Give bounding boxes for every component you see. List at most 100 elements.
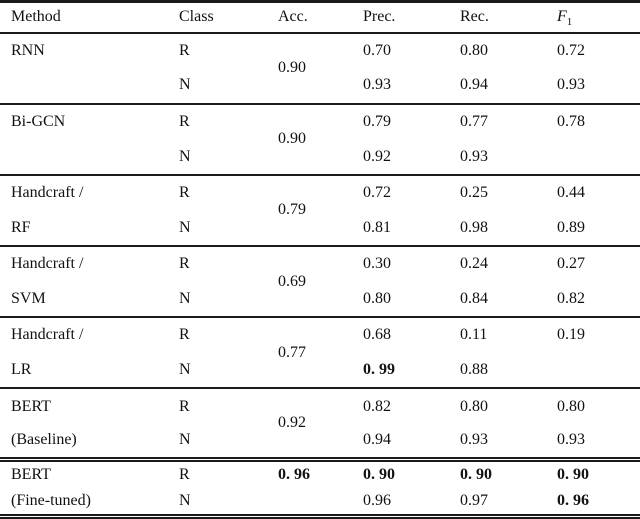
col-header-method: Method bbox=[0, 1, 168, 34]
cell-f1 bbox=[546, 353, 640, 389]
cell-class: N bbox=[179, 492, 191, 509]
cell-class: N bbox=[179, 289, 191, 307]
cell-prec: 0. 99 bbox=[363, 361, 395, 379]
cell-prec: 0.96 bbox=[363, 492, 391, 509]
col-header-class: Class bbox=[168, 1, 267, 34]
cell-class: R bbox=[168, 387, 267, 424]
cell-class: N bbox=[179, 76, 191, 94]
cell-class: N bbox=[179, 431, 191, 449]
cell-f1: 0.93 bbox=[557, 431, 585, 449]
cell-rec: 0.94 bbox=[460, 76, 488, 94]
method-block-rnn: RNN R 0.90 0.70 0.80 0.72 N 0.93 0.94 0.… bbox=[0, 33, 640, 104]
method-block-bert-finetuned: BERT R 0. 96 0. 90 0. 90 0. 90 (Fine-tun… bbox=[0, 456, 640, 517]
cell-acc: 0.69 bbox=[267, 245, 352, 318]
cell-acc: 0.90 bbox=[278, 59, 306, 77]
cell-f1: 0.89 bbox=[557, 218, 585, 236]
cell-prec: 0.70 bbox=[363, 41, 391, 59]
cell-f1 bbox=[546, 139, 640, 175]
cell-prec: 0.80 bbox=[363, 289, 391, 307]
cell-method: BERT bbox=[0, 387, 168, 424]
cell-f1: 0. 96 bbox=[557, 492, 589, 509]
cell-method: Handcraft / bbox=[0, 245, 168, 282]
cell-rec: 0.80 bbox=[460, 41, 488, 59]
cell-f1: 0.27 bbox=[546, 245, 640, 282]
cell-class: N bbox=[179, 361, 191, 379]
table-row: (Baseline) N 0.94 0.93 0.93 bbox=[0, 424, 640, 460]
table-row: BERT R 0. 96 0. 90 0. 90 0. 90 bbox=[0, 456, 640, 489]
cell-class: R bbox=[168, 456, 267, 489]
table-row: RF N 0.81 0.98 0.89 bbox=[0, 210, 640, 246]
cell-rec: 0.77 bbox=[449, 102, 546, 140]
cell-prec: 0.94 bbox=[363, 431, 391, 449]
table-row: SVM N 0.80 0.84 0.82 bbox=[0, 282, 640, 318]
method-block-bert-baseline: BERT R 0.92 0.82 0.80 0.80 (Baseline) N … bbox=[0, 387, 640, 460]
cell-rec: 0. 90 bbox=[449, 456, 546, 489]
cell-f1: 0.19 bbox=[546, 316, 640, 353]
method-block-handcraft-svm: Handcraft / R 0.69 0.30 0.24 0.27 SVM N … bbox=[0, 245, 640, 318]
table-row: RNN R 0.90 0.70 0.80 0.72 bbox=[0, 33, 640, 76]
col-header-rec: Rec. bbox=[449, 1, 546, 34]
table-row: Handcraft / R 0.69 0.30 0.24 0.27 bbox=[0, 245, 640, 318]
cell-rec: 0.25 bbox=[449, 173, 546, 211]
table-row: Handcraft / R 0.79 0.72 0.25 0.44 bbox=[0, 173, 640, 247]
cell-f1: 0.72 bbox=[557, 41, 585, 59]
cell-class: N bbox=[179, 218, 191, 236]
cell-method: SVM bbox=[11, 289, 46, 307]
f1-symbol: F bbox=[557, 8, 567, 26]
cell-rec: 0.88 bbox=[460, 361, 488, 379]
cell-prec: 0.92 bbox=[363, 147, 391, 165]
cell-rec: 0.93 bbox=[460, 431, 488, 449]
table-row: BERT R 0.92 0.82 0.80 0.80 bbox=[0, 387, 640, 460]
cell-rec: 0.97 bbox=[460, 492, 488, 509]
cell-class: R bbox=[168, 173, 267, 211]
table-row: N 0.92 0.93 bbox=[0, 139, 640, 175]
cell-prec: 0. 90 bbox=[352, 456, 449, 489]
cell-class: N bbox=[179, 147, 191, 165]
cell-class: R bbox=[168, 102, 267, 140]
cell-f1: 0.44 bbox=[546, 173, 640, 211]
cell-method: Handcraft / bbox=[0, 316, 168, 353]
cell-acc: 0. 96 bbox=[267, 456, 352, 489]
method-block-handcraft-rf: Handcraft / R 0.79 0.72 0.25 0.44 RF N 0… bbox=[0, 173, 640, 247]
cell-acc bbox=[267, 488, 352, 516]
cell-acc: 0.92 bbox=[267, 387, 352, 460]
cell-f1: 0.78 bbox=[546, 102, 640, 140]
cell-f1: 0. 90 bbox=[546, 456, 640, 489]
cell-method: Bi-GCN bbox=[0, 102, 168, 140]
cell-rec: 0.11 bbox=[449, 316, 546, 353]
col-header-acc: Acc. bbox=[267, 1, 352, 34]
cell-prec: 0.93 bbox=[363, 76, 391, 94]
cell-prec: 0.30 bbox=[352, 245, 449, 282]
cell-class: R bbox=[179, 41, 190, 59]
cell-method bbox=[0, 68, 168, 104]
cell-prec: 0.68 bbox=[352, 316, 449, 353]
cell-acc: 0.77 bbox=[267, 316, 352, 389]
table-header-row: Method Class Acc. Prec. Rec. F1 bbox=[0, 1, 640, 34]
cell-prec: 0.79 bbox=[352, 102, 449, 140]
cell-class: R bbox=[168, 316, 267, 353]
cell-prec: 0.72 bbox=[352, 173, 449, 211]
cell-method: BERT bbox=[0, 456, 168, 489]
col-header-prec: Prec. bbox=[352, 1, 449, 34]
cell-acc: 0.90 bbox=[267, 102, 352, 175]
cell-rec: 0.93 bbox=[460, 147, 488, 165]
f1-subscript: 1 bbox=[566, 16, 573, 29]
cell-rec: 0.80 bbox=[449, 387, 546, 424]
cell-method: (Baseline) bbox=[11, 431, 77, 449]
cell-method: RNN bbox=[11, 41, 45, 59]
col-header-f1: F1 bbox=[546, 1, 640, 34]
cell-method: Handcraft / bbox=[0, 173, 168, 211]
cell-method: RF bbox=[11, 218, 31, 236]
cell-f1: 0.82 bbox=[557, 289, 585, 307]
table-row: N 0.93 0.94 0.93 bbox=[0, 68, 640, 104]
cell-f1: 0.93 bbox=[557, 76, 585, 94]
cell-rec: 0.98 bbox=[460, 218, 488, 236]
table-row: LR N 0. 99 0.88 bbox=[0, 353, 640, 389]
cell-prec: 0.81 bbox=[363, 218, 391, 236]
cell-method: LR bbox=[11, 361, 32, 379]
table-row: Handcraft / R 0.77 0.68 0.11 0.19 bbox=[0, 316, 640, 389]
method-block-handcraft-lr: Handcraft / R 0.77 0.68 0.11 0.19 LR N 0… bbox=[0, 316, 640, 389]
cell-rec: 0.84 bbox=[460, 289, 488, 307]
cell-class: R bbox=[168, 245, 267, 282]
